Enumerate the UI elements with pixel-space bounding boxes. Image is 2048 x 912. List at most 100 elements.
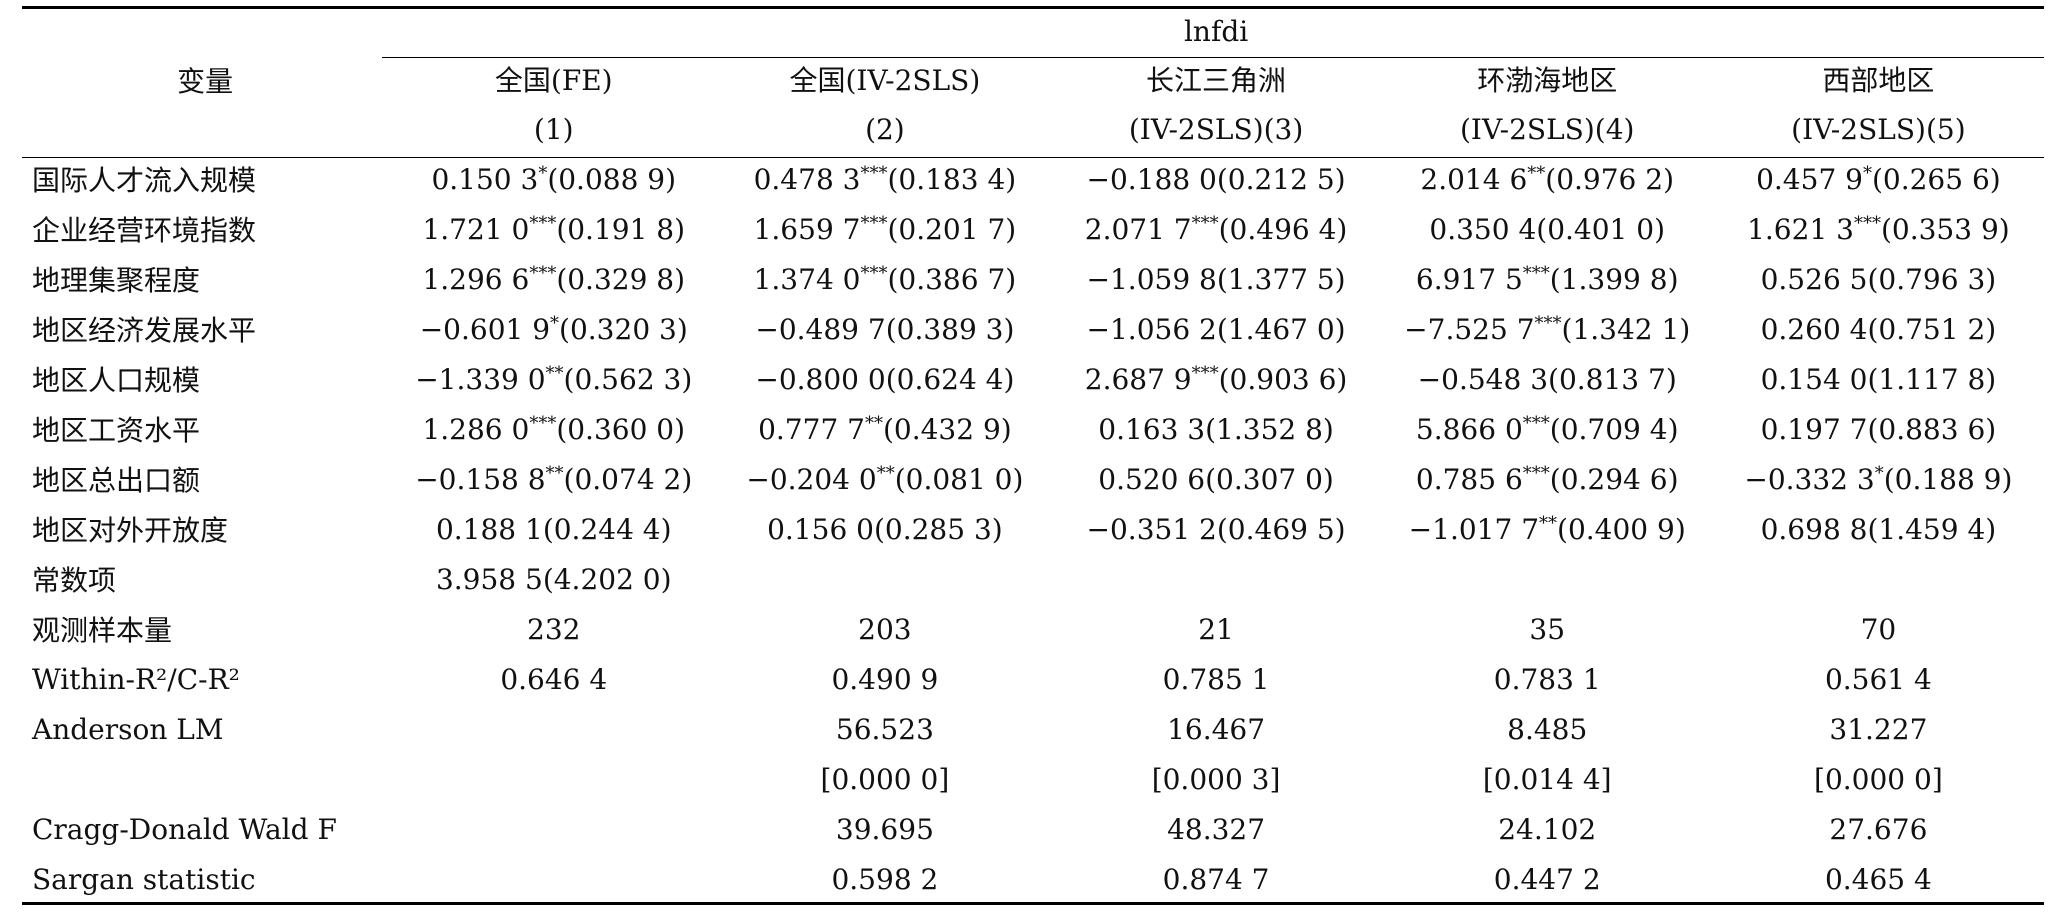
coef-cell: 2.687 9***(0.903 6) bbox=[1050, 354, 1381, 404]
significance-stars: * bbox=[538, 162, 548, 184]
coef-cell: 0.350 4(0.401 0) bbox=[1382, 204, 1713, 254]
coefficient: 1.296 6 bbox=[422, 262, 530, 296]
stat-label: Sargan statistic bbox=[32, 862, 256, 896]
coefficient: 5.866 0 bbox=[1415, 412, 1523, 446]
standard-error: (1.117 8) bbox=[1867, 362, 1997, 396]
coef-cell: −1.017 7**(0.400 9) bbox=[1382, 504, 1713, 554]
col-name-1: 全国(FE) bbox=[494, 64, 613, 97]
coefficient: −0.548 3 bbox=[1417, 362, 1549, 396]
row-label: 地区对外开放度 bbox=[32, 514, 229, 547]
stat-value: 31.227 bbox=[1829, 712, 1928, 746]
row-label: 地区总出口额 bbox=[32, 464, 201, 497]
standard-error: (4.202 0) bbox=[542, 562, 672, 596]
coef-cell: 0.197 7(0.883 6) bbox=[1713, 404, 2044, 454]
coef-cell: −7.525 7***(1.342 1) bbox=[1382, 304, 1713, 354]
coef-cell: 0.777 7**(0.432 9) bbox=[719, 404, 1050, 454]
standard-error: (0.244 4) bbox=[542, 512, 672, 546]
standard-error: (0.469 5) bbox=[1216, 512, 1346, 546]
col-num-5: (IV-2SLS)(5) bbox=[1791, 112, 1966, 146]
coefficient: 0.478 3 bbox=[753, 162, 861, 196]
col-num-3: (IV-2SLS)(3) bbox=[1128, 112, 1304, 146]
stat-value: 0.561 4 bbox=[1824, 662, 1932, 696]
coef-cell: −0.800 0(0.624 4) bbox=[719, 354, 1050, 404]
standard-error: (1.459 4) bbox=[1867, 512, 1997, 546]
stat-label: Anderson LM bbox=[32, 712, 224, 746]
table-row: 国际人才流入规模 0.150 3*(0.088 9) 0.478 3***(0.18… bbox=[22, 154, 2044, 204]
coef-cell: 0.150 3*(0.088 9) bbox=[388, 154, 719, 204]
coefficient: −0.601 9 bbox=[419, 312, 551, 346]
coefficient: −1.017 7 bbox=[1408, 512, 1540, 546]
significance-stars: *** bbox=[1191, 362, 1219, 384]
coef-cell: −0.158 8**(0.074 2) bbox=[388, 454, 719, 504]
significance-stars: *** bbox=[860, 162, 888, 184]
top-rule bbox=[22, 6, 2044, 9]
standard-error: (1.467 0) bbox=[1216, 312, 1346, 346]
table-row: 地区人口规模 −1.339 0**(0.562 3) −0.800 0(0.624 … bbox=[22, 354, 2044, 404]
table-body: 国际人才流入规模 0.150 3*(0.088 9) 0.478 3***(0.18… bbox=[22, 154, 2044, 904]
standard-error: (0.183 4) bbox=[887, 162, 1017, 196]
coefficient: 1.621 3 bbox=[1747, 212, 1854, 246]
coef-cell: 1.374 0***(0.386 7) bbox=[719, 254, 1050, 304]
stat-value: 0.465 4 bbox=[1824, 862, 1932, 896]
coefficient: 0.150 3 bbox=[431, 162, 539, 196]
coef-cell: 1.621 3***(0.353 9) bbox=[1713, 204, 2044, 254]
standard-error: (0.976 2) bbox=[1545, 162, 1675, 196]
header-rule-under-depvar bbox=[382, 57, 2044, 58]
stat-value: [0.014 4] bbox=[1482, 762, 1612, 796]
stat-value bbox=[388, 704, 719, 754]
standard-error: (0.709 4) bbox=[1549, 412, 1679, 446]
row-label: 地理集聚程度 bbox=[32, 264, 201, 297]
coef-cell bbox=[1713, 554, 2044, 604]
stat-value: 232 bbox=[527, 612, 581, 646]
significance-stars: *** bbox=[1853, 212, 1881, 234]
standard-error: (0.751 2) bbox=[1867, 312, 1997, 346]
coef-cell: 0.154 0(1.117 8) bbox=[1713, 354, 2044, 404]
significance-stars: *** bbox=[529, 212, 557, 234]
coefficient: 0.785 6 bbox=[1415, 462, 1523, 496]
coef-cell: −1.056 2(1.467 0) bbox=[1050, 304, 1381, 354]
col-name-5: 西部地区 bbox=[1822, 64, 1935, 97]
significance-stars: *** bbox=[529, 262, 557, 284]
stat-value: 8.485 bbox=[1507, 712, 1588, 746]
header-row-depvar: 变量 lnfdi bbox=[22, 8, 2044, 99]
stat-value: 0.447 2 bbox=[1493, 862, 1601, 896]
significance-stars: ** bbox=[545, 462, 564, 484]
coefficient: 3.958 5 bbox=[435, 562, 543, 596]
stat-value: 16.467 bbox=[1167, 712, 1266, 746]
standard-error: (1.342 1) bbox=[1561, 312, 1691, 346]
significance-stars: *** bbox=[1534, 312, 1562, 334]
stat-value: [0.000 3] bbox=[1151, 762, 1281, 796]
significance-stars: * bbox=[1862, 162, 1872, 184]
standard-error: (0.796 3) bbox=[1867, 262, 1997, 296]
standard-error: (0.201 7) bbox=[887, 212, 1017, 246]
header-rule bbox=[22, 157, 2044, 158]
significance-stars: ** bbox=[1527, 162, 1546, 184]
coef-cell: 1.659 7***(0.201 7) bbox=[719, 204, 1050, 254]
coef-cell: −0.548 3(0.813 7) bbox=[1382, 354, 1713, 404]
row-label: 地区工资水平 bbox=[32, 414, 201, 447]
coefficient: 0.350 4 bbox=[1429, 212, 1537, 246]
coefficient: 0.698 8 bbox=[1760, 512, 1868, 546]
row-label: 国际人才流入规模 bbox=[32, 164, 257, 197]
stat-row: Cragg-Donald Wald F 39.695 48.327 24.102 27.… bbox=[22, 804, 2044, 854]
standard-error: (0.320 3) bbox=[559, 312, 688, 346]
coefficient: 6.917 5 bbox=[1415, 262, 1523, 296]
coef-cell: 5.866 0***(0.709 4) bbox=[1382, 404, 1713, 454]
coef-cell bbox=[1050, 554, 1381, 604]
coef-cell: 0.478 3***(0.183 4) bbox=[719, 154, 1050, 204]
significance-stars: *** bbox=[1522, 262, 1550, 284]
stat-value: 0.874 7 bbox=[1162, 862, 1270, 896]
table-row: 地理集聚程度 1.296 6***(0.329 8) 1.374 0***(0.38… bbox=[22, 254, 2044, 304]
standard-error: (0.307 0) bbox=[1205, 462, 1334, 496]
coef-cell: 0.188 1(0.244 4) bbox=[388, 504, 719, 554]
coef-cell: 2.014 6**(0.976 2) bbox=[1382, 154, 1713, 204]
coefficient: 0.197 7 bbox=[1760, 412, 1868, 446]
significance-stars: *** bbox=[1522, 462, 1550, 484]
stat-value: 0.598 2 bbox=[831, 862, 939, 896]
standard-error: (0.624 4) bbox=[885, 362, 1015, 396]
coefficient: 2.687 9 bbox=[1084, 362, 1192, 396]
coef-cell: −0.204 0**(0.081 0) bbox=[719, 454, 1050, 504]
standard-error: (0.265 6) bbox=[1871, 162, 2001, 196]
stat-value bbox=[388, 754, 719, 804]
